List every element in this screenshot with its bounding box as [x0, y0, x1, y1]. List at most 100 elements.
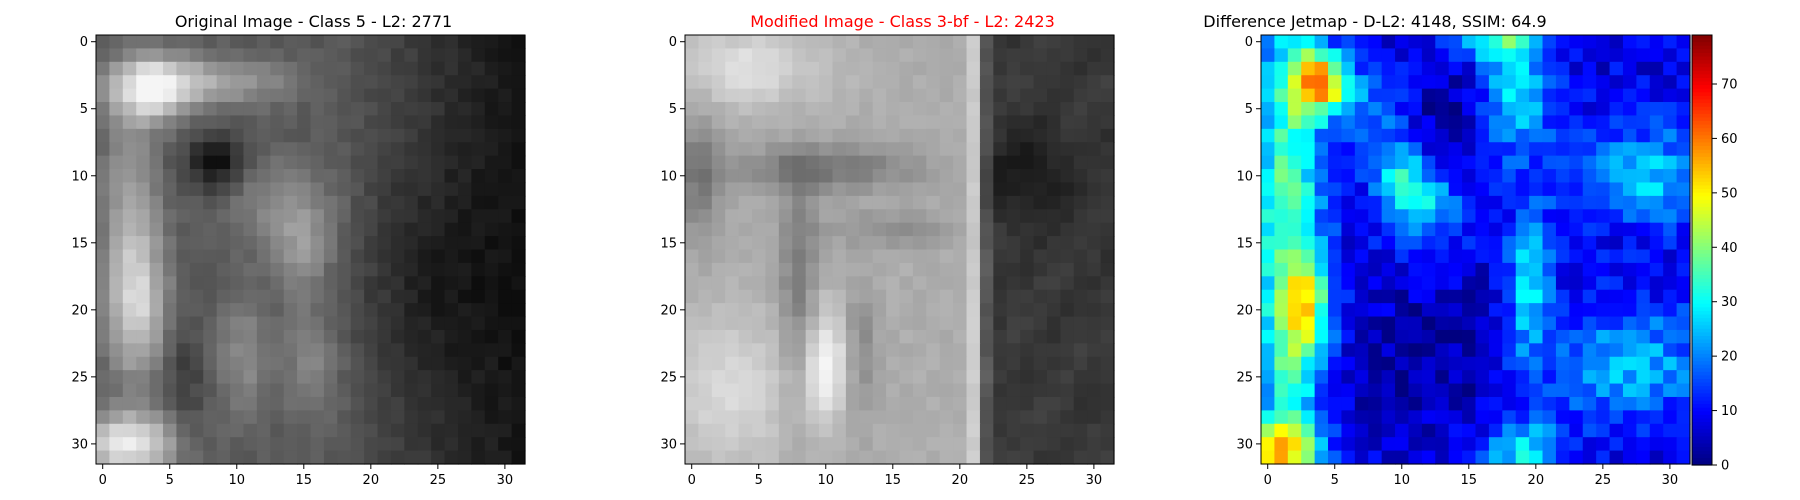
pixel-cell [283, 249, 298, 264]
pixel-cell [1395, 48, 1410, 63]
pixel-cell [310, 450, 325, 465]
pixel-cell [685, 343, 700, 358]
pixel-cell [417, 383, 432, 398]
pixel-cell [698, 48, 713, 63]
pixel-cell [1475, 169, 1490, 184]
pixel-cell [1676, 142, 1691, 157]
pixel-cell [1596, 195, 1611, 210]
pixel-cell [819, 236, 834, 251]
pixel-cell [1649, 370, 1664, 385]
pixel-cell [1100, 437, 1115, 452]
pixel-cell [1020, 102, 1035, 117]
pixel-cell [270, 356, 285, 371]
pixel-cell [1301, 396, 1316, 411]
pixel-cell [444, 289, 459, 304]
pixel-cell [926, 182, 941, 197]
pixel-cell [1502, 356, 1517, 371]
pixel-cell [203, 356, 218, 371]
colorbar-step [1692, 178, 1712, 183]
pixel-cell [819, 343, 834, 358]
pixel-cell [1381, 423, 1396, 438]
pixel-cell [1368, 396, 1383, 411]
pixel-cell [1542, 249, 1557, 264]
pixel-cell [511, 383, 526, 398]
colorbar-step [1692, 454, 1712, 459]
pixel-cell [1381, 155, 1396, 170]
pixel-cell [498, 102, 513, 117]
pixel-cell [1046, 289, 1061, 304]
pixel-cell [109, 75, 124, 90]
pixel-cell [1261, 209, 1276, 224]
pixel-cell [926, 383, 941, 398]
pixel-cell [203, 303, 218, 318]
pixel-cell [698, 410, 713, 425]
pixel-cell [350, 356, 365, 371]
pixel-cell [993, 61, 1008, 76]
colorbar-step [1692, 368, 1712, 373]
pixel-cell [1328, 343, 1343, 358]
pixel-cell [1274, 370, 1289, 385]
pixel-cell [136, 88, 151, 103]
pixel-cell [725, 356, 740, 371]
pixel-cell [1622, 115, 1637, 130]
pixel-cell [457, 142, 472, 157]
pixel-cell [350, 437, 365, 452]
pixel-cell [256, 356, 271, 371]
pixel-cell [886, 249, 901, 264]
pixel-cell [953, 128, 968, 143]
pixel-cell [163, 356, 178, 371]
pixel-cell [1515, 276, 1530, 291]
pixel-cell [1073, 423, 1088, 438]
pixel-cell [1408, 115, 1423, 130]
pixel-cell [698, 370, 713, 385]
pixel-cell [243, 410, 258, 425]
pixel-cell [1542, 289, 1557, 304]
pixel-cell [1569, 343, 1584, 358]
pixel-cell [1448, 383, 1463, 398]
pixel-cell [1515, 383, 1530, 398]
pixel-cell [1033, 61, 1048, 76]
pixel-cell [350, 195, 365, 210]
pixel-cell [1287, 35, 1302, 50]
pixel-cell [350, 410, 365, 425]
pixel-cell [1555, 423, 1570, 438]
pixel-cell [1529, 450, 1544, 465]
pixel-cell [1354, 316, 1369, 331]
pixel-cell [390, 396, 405, 411]
pixel-cell [912, 303, 927, 318]
pixel-cell [1636, 289, 1651, 304]
pixel-cell [136, 262, 151, 277]
pixel-cell [1462, 142, 1477, 157]
pixel-cell [163, 115, 178, 130]
pixel-cell [1100, 102, 1115, 117]
pixel-cell [752, 102, 767, 117]
pixel-cell [1596, 316, 1611, 331]
pixel-cell [1301, 356, 1316, 371]
pixel-cell [511, 276, 526, 291]
pixel-cell [1100, 61, 1115, 76]
pixel-cell [109, 396, 124, 411]
pixel-cell [1368, 155, 1383, 170]
pixel-cell [1609, 142, 1624, 157]
pixel-cell [471, 155, 486, 170]
pixel-cell [1006, 115, 1021, 130]
pixel-cell [350, 262, 365, 277]
pixel-cell [872, 343, 887, 358]
pixel-cell [926, 169, 941, 184]
pixel-cell [1033, 303, 1048, 318]
pixel-cell [912, 316, 927, 331]
pixel-cell [1368, 262, 1383, 277]
pixel-cell [939, 450, 954, 465]
pixel-cell [1596, 155, 1611, 170]
pixel-cell [1301, 155, 1316, 170]
pixel-cell [484, 289, 499, 304]
pixel-cell [1462, 303, 1477, 318]
pixel-cell [778, 102, 793, 117]
pixel-cell [1649, 249, 1664, 264]
pixel-cell [1529, 410, 1544, 425]
pixel-cell [1435, 182, 1450, 197]
pixel-cell [1462, 437, 1477, 452]
pixel-cell [1006, 316, 1021, 331]
pixel-cell [899, 437, 914, 452]
pixel-cell [364, 262, 379, 277]
